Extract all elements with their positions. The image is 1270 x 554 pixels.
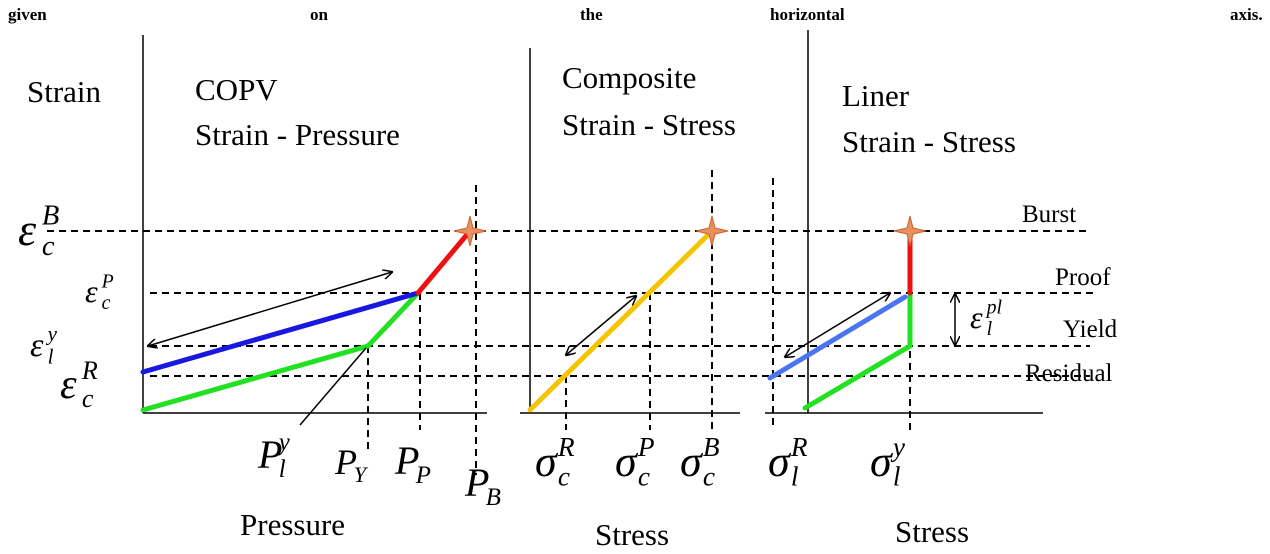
math-symbol: ε Rc bbox=[60, 356, 98, 413]
symbol-base: P bbox=[394, 438, 419, 483]
top-word: axis. bbox=[1230, 5, 1263, 24]
math-symbol: σ Rc bbox=[535, 432, 575, 491]
symbol-base: ε bbox=[970, 299, 983, 335]
symbol-sub: c bbox=[42, 231, 55, 262]
symbol-sup: y bbox=[276, 429, 291, 456]
symbol-sub: P bbox=[415, 462, 431, 489]
symbol-base: ε bbox=[60, 362, 77, 408]
symbol-base: σ bbox=[870, 437, 894, 486]
symbol-base: P bbox=[257, 432, 282, 477]
symbol-sub: B bbox=[486, 484, 501, 511]
symbol-sub: l bbox=[279, 456, 286, 483]
symbol-sup: B bbox=[42, 200, 59, 231]
math-symbol: PY bbox=[334, 442, 369, 487]
math-symbol: σ Bc bbox=[680, 432, 720, 491]
symbol-sub: c bbox=[638, 462, 650, 492]
symbol-sub: c bbox=[82, 384, 94, 413]
symbol-sub: l bbox=[48, 344, 54, 368]
symbol-base: P bbox=[464, 460, 489, 505]
symbol-sup: y bbox=[46, 322, 58, 346]
math-symbol: σ Pc bbox=[615, 432, 655, 491]
x-axis-label: Stress bbox=[595, 517, 669, 552]
curves bbox=[140, 228, 913, 413]
symbol-sup: y bbox=[890, 432, 906, 462]
top-word: on bbox=[310, 5, 329, 24]
symbol-sup: P bbox=[101, 271, 114, 293]
symbol-base: σ bbox=[615, 437, 639, 486]
math-symbol: σ yl bbox=[870, 432, 906, 491]
math-symbol: ε Pc bbox=[85, 271, 114, 314]
level-label: Residual bbox=[1025, 360, 1113, 387]
symbol-sup: pl bbox=[985, 297, 1003, 319]
symbol-base: ε bbox=[18, 204, 37, 255]
level-label: Burst bbox=[1022, 201, 1076, 228]
symbol-base: σ bbox=[680, 437, 704, 486]
symbol-sup: R bbox=[790, 432, 808, 462]
top-word: horizontal bbox=[770, 5, 845, 24]
math-symbol: Pyl bbox=[257, 429, 291, 483]
x-axis-label: Pressure bbox=[240, 507, 345, 542]
symbol-sub: c bbox=[102, 292, 111, 314]
symbol-sub: c bbox=[703, 462, 715, 492]
x-axis-label: Stress bbox=[895, 514, 969, 549]
symbol-sup: B bbox=[703, 432, 720, 462]
symbol-sup: R bbox=[557, 432, 575, 462]
symbol-sup: R bbox=[81, 356, 98, 385]
panel-title: Strain - Stress bbox=[562, 107, 736, 142]
level-label: Yield bbox=[1063, 316, 1118, 343]
top-word: the bbox=[580, 5, 603, 24]
math-symbol: PP bbox=[394, 438, 431, 489]
symbol-base: σ bbox=[535, 437, 559, 486]
symbol-base: ε bbox=[85, 273, 98, 309]
panel-title: COPV bbox=[195, 72, 278, 107]
level-label: Proof bbox=[1055, 264, 1111, 291]
symbol-sup: P bbox=[637, 432, 655, 462]
math-symbol: ε Bc bbox=[18, 200, 59, 262]
symbol-sub: c bbox=[558, 462, 570, 492]
panel-title: Strain - Pressure bbox=[195, 117, 400, 152]
panel-title: Composite bbox=[562, 60, 696, 95]
burst-stars bbox=[453, 215, 927, 247]
math-symbol: PB bbox=[464, 460, 501, 511]
math-symbol: ε yl bbox=[30, 322, 58, 369]
symbol-sub: Y bbox=[354, 462, 369, 487]
y-axis-label: Strain bbox=[27, 74, 102, 109]
math-symbol: ε pll bbox=[970, 297, 1003, 340]
panel-title: Liner bbox=[842, 78, 910, 113]
symbol-sub: l bbox=[791, 462, 799, 492]
panel-title: Strain - Stress bbox=[842, 124, 1016, 159]
arrows bbox=[148, 272, 955, 426]
symbol-base: σ bbox=[768, 437, 792, 486]
dashed-guides bbox=[47, 170, 1095, 475]
symbol-base: P bbox=[334, 442, 357, 482]
math-symbol: σ Rl bbox=[768, 432, 808, 491]
top-word: given bbox=[8, 5, 47, 24]
symbol-base: ε bbox=[30, 327, 44, 364]
symbol-sub: l bbox=[893, 462, 901, 492]
symbol-sub: l bbox=[987, 318, 993, 340]
